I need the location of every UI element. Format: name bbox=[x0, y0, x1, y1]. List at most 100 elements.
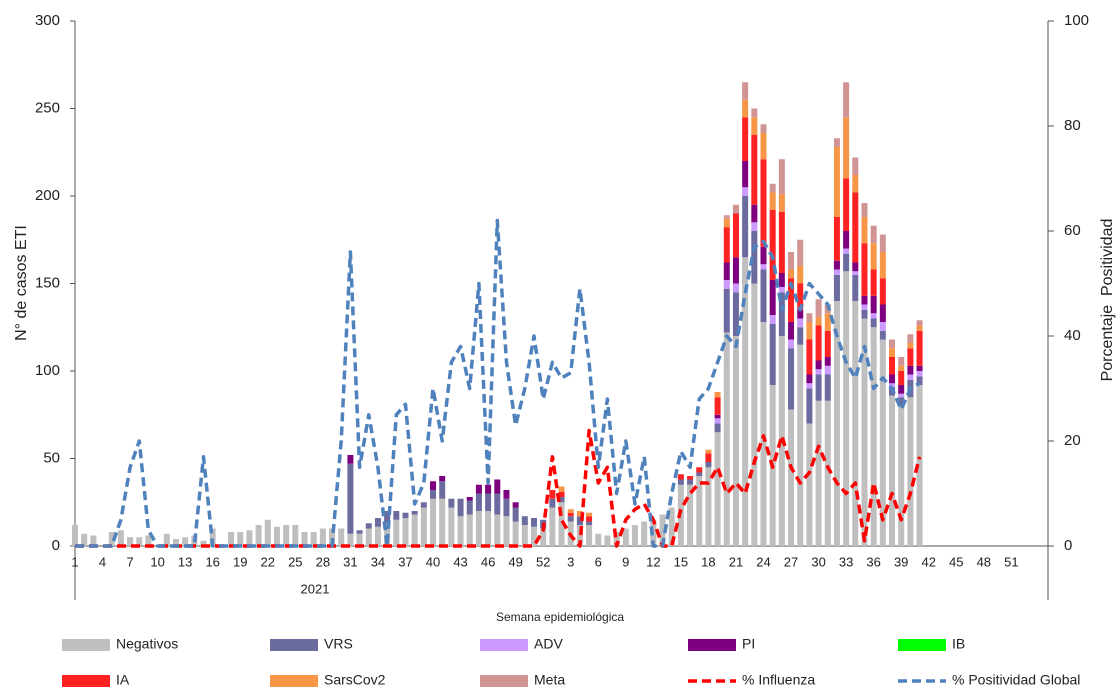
bar-segment bbox=[714, 432, 721, 546]
legend-label: Negativos bbox=[116, 636, 178, 652]
bar-segment bbox=[751, 222, 758, 231]
bar-segment bbox=[696, 476, 703, 546]
bar-segment bbox=[586, 516, 593, 522]
bar-segment bbox=[907, 397, 914, 546]
bar-segment bbox=[778, 211, 785, 273]
bar-segment bbox=[439, 476, 446, 482]
bar-segment bbox=[393, 519, 400, 546]
bar-segment bbox=[732, 204, 739, 214]
bar-segment bbox=[430, 481, 437, 490]
legend-label: ADV bbox=[534, 636, 563, 652]
bar-segment bbox=[852, 157, 859, 175]
bar-segment bbox=[742, 99, 749, 118]
bar-segment bbox=[861, 309, 868, 319]
x-tick-label: 25 bbox=[288, 554, 302, 569]
bar-segment bbox=[723, 227, 730, 263]
legend-swatch bbox=[480, 675, 528, 687]
bar-segment bbox=[439, 481, 446, 499]
bar-segment bbox=[503, 490, 510, 499]
bar-segment bbox=[732, 213, 739, 258]
bar-segment bbox=[797, 266, 804, 284]
bar-segment bbox=[732, 257, 739, 284]
x-tick-label: 16 bbox=[205, 554, 219, 569]
bar-segment bbox=[824, 357, 831, 366]
bar-segment bbox=[558, 502, 565, 546]
bar-segment bbox=[374, 526, 381, 546]
x-tick-label: 19 bbox=[233, 554, 247, 569]
bar-segment bbox=[687, 479, 694, 485]
y2-tick-label: 80 bbox=[1064, 117, 1081, 134]
bar-segment bbox=[806, 313, 813, 322]
bar-segment bbox=[898, 385, 905, 394]
bar-segment bbox=[751, 283, 758, 546]
bar-segment bbox=[209, 528, 216, 546]
bar-segment bbox=[338, 528, 345, 546]
bar-segment bbox=[898, 371, 905, 385]
y2-tick-label: 60 bbox=[1064, 222, 1081, 239]
bar-segment bbox=[677, 474, 684, 480]
bar-segment bbox=[273, 526, 280, 546]
x-tick-label: 7 bbox=[126, 554, 133, 569]
legend-label: IA bbox=[116, 672, 130, 688]
bar-segment bbox=[228, 532, 235, 546]
bar-segment bbox=[374, 518, 381, 527]
bar-segment bbox=[889, 339, 896, 349]
bar-segment bbox=[889, 383, 896, 387]
bar-segment bbox=[329, 528, 336, 546]
y2-tick-label: 100 bbox=[1064, 12, 1089, 29]
bar-segment bbox=[870, 295, 877, 314]
bar-segment bbox=[512, 521, 519, 546]
x-tick-label: 15 bbox=[674, 554, 688, 569]
bar-segment bbox=[365, 528, 372, 546]
bar-segment bbox=[843, 253, 850, 272]
bar-segment bbox=[852, 301, 859, 546]
bar-segment bbox=[769, 280, 776, 315]
bar-segment bbox=[843, 178, 850, 231]
legend-label: PI bbox=[742, 636, 755, 652]
bar-segment bbox=[732, 292, 739, 336]
bar-segment bbox=[485, 493, 492, 511]
bar-segment bbox=[576, 516, 583, 525]
bar-segment bbox=[861, 318, 868, 546]
bar-segment bbox=[815, 369, 822, 375]
bar-segment bbox=[145, 535, 152, 546]
bar-segment bbox=[843, 82, 850, 118]
bar-segment bbox=[788, 348, 795, 410]
bar-segment bbox=[264, 519, 271, 546]
bar-segment bbox=[833, 147, 840, 217]
bar-segment bbox=[797, 309, 804, 319]
bar-segment bbox=[723, 332, 730, 546]
x-tick-label: 18 bbox=[701, 554, 715, 569]
bar-segment bbox=[494, 479, 501, 494]
bar-segment bbox=[788, 269, 795, 279]
bar-segment bbox=[833, 260, 840, 270]
bar-segment bbox=[879, 304, 886, 322]
bar-segment bbox=[430, 490, 437, 499]
bar-segment bbox=[833, 217, 840, 261]
bar-segment bbox=[833, 274, 840, 301]
bar-segment bbox=[898, 406, 905, 546]
bar-segment bbox=[815, 316, 822, 326]
bar-segment bbox=[485, 484, 492, 494]
bar-segment bbox=[668, 507, 675, 546]
y2-tick-label: 40 bbox=[1064, 327, 1081, 344]
bar-segment bbox=[558, 497, 565, 503]
bar-segment bbox=[852, 192, 859, 263]
bar-segment bbox=[788, 252, 795, 270]
bar-segment bbox=[852, 274, 859, 301]
bar-segment bbox=[824, 365, 831, 375]
x-tick-label: 9 bbox=[622, 554, 629, 569]
bar-segment bbox=[907, 348, 914, 366]
bar-segment bbox=[604, 535, 611, 546]
bar-segment bbox=[833, 301, 840, 546]
legend-label: VRS bbox=[324, 636, 353, 652]
x-tick-label: 1 bbox=[71, 554, 78, 569]
bar-segment bbox=[622, 528, 629, 546]
bar-segment bbox=[907, 365, 914, 375]
bar-segment bbox=[760, 124, 767, 133]
bar-segment bbox=[760, 133, 767, 160]
bar-segment bbox=[797, 327, 804, 345]
x-tick-label: 39 bbox=[894, 554, 908, 569]
bar-segment bbox=[512, 507, 519, 522]
x-tick-label: 33 bbox=[839, 554, 853, 569]
